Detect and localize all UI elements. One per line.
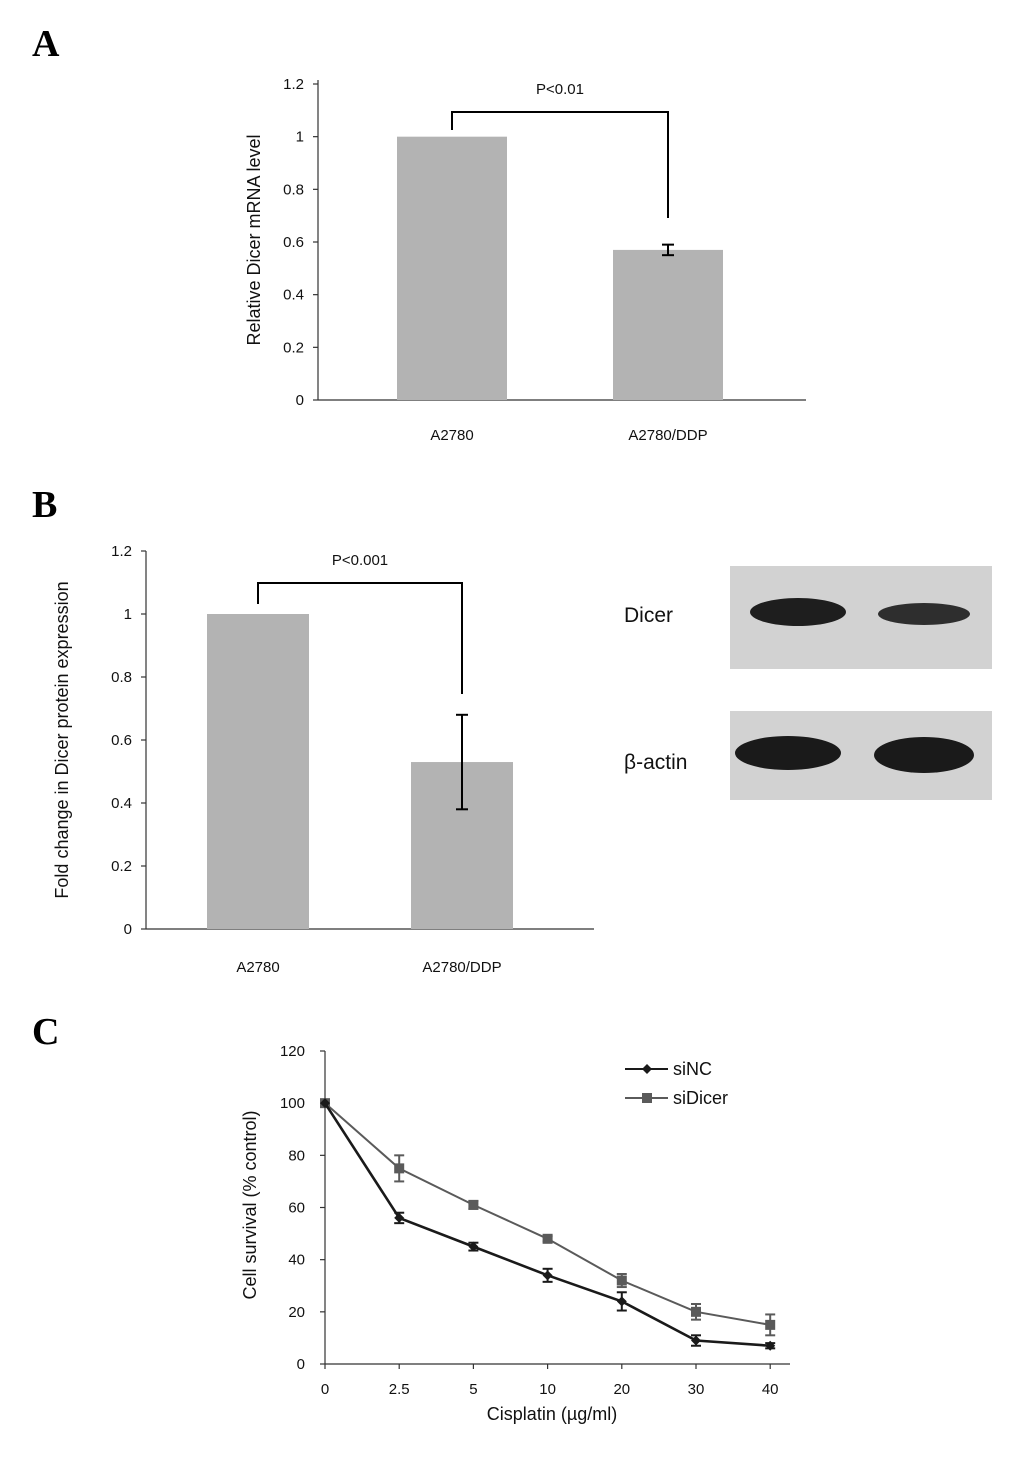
y-tick-label: 0 <box>296 392 304 409</box>
y-tick-label: 0.4 <box>111 795 132 812</box>
bar <box>397 136 507 400</box>
y-tick-label: 0.2 <box>283 339 304 356</box>
y-tick-label: 1 <box>124 606 132 623</box>
data-point-square <box>394 1163 405 1174</box>
data-point-diamond <box>320 1098 330 1109</box>
blot-label-actin: β-actin <box>624 751 687 774</box>
y-tick-label: 0.6 <box>283 234 304 251</box>
chart-c-marks: 0 20 40 60 80 100 120 0 2.5 5 10 20 30 40 <box>280 1043 779 1398</box>
x-tick-label: 20 <box>613 1381 630 1398</box>
x-category-label: A2780/DDP <box>422 959 501 976</box>
actin-band-a2780 <box>735 736 841 770</box>
y-tick-label: 20 <box>288 1304 305 1321</box>
y-tick-label: 0.4 <box>283 287 304 304</box>
data-point-square <box>765 1319 776 1330</box>
significance-annotation: P<0.01 <box>536 81 584 98</box>
panel-label-a: A <box>32 23 60 65</box>
x-tick-label: 5 <box>469 1381 477 1398</box>
actin-band-a2780-ddp <box>874 737 974 773</box>
chart-c-x-label: Cisplatin (µg/ml) <box>487 1404 617 1424</box>
panel-label-b: B <box>32 484 58 526</box>
significance-bracket <box>451 111 669 218</box>
bar <box>207 614 309 929</box>
series-line <box>323 1102 771 1348</box>
chart-a-y-label: Relative Dicer mRNA level <box>244 134 264 345</box>
significance-annotation: P<0.001 <box>332 552 388 569</box>
panel-label-c: C <box>32 1011 60 1053</box>
x-category-label: A2780 <box>430 427 473 444</box>
data-point-diamond <box>542 1270 553 1281</box>
x-tick-label: 0 <box>321 1381 329 1398</box>
significance-bracket <box>257 582 463 694</box>
data-point-diamond <box>765 1340 776 1351</box>
data-point-diamond <box>691 1335 701 1346</box>
data-point-diamond <box>394 1212 405 1223</box>
data-point-diamond <box>468 1241 479 1252</box>
y-tick-label: 0.2 <box>111 858 132 875</box>
chart-c-survival: 0 20 40 60 80 100 120 0 2.5 5 10 20 30 40 siNC siDicer… <box>240 1043 790 1424</box>
x-category-label: A2780 <box>236 959 279 976</box>
x-tick-label: 10 <box>539 1381 556 1398</box>
y-tick-label: 100 <box>280 1095 305 1112</box>
y-tick-label: 80 <box>288 1147 305 1164</box>
chart-c-legend: siNC siDicer <box>625 1059 728 1108</box>
chart-a-marks: 0 0.2 0.4 0.6 0.8 1 1.2 A2780 A2780/DDP P<0.01 <box>283 76 723 444</box>
y-tick-label: 60 <box>288 1200 305 1217</box>
bar <box>613 249 723 400</box>
data-point-diamond <box>642 1064 652 1074</box>
chart-a-axes <box>317 80 806 401</box>
x-tick-label: 40 <box>762 1381 779 1398</box>
chart-b-y-label: Fold change in Dicer protein expression <box>52 581 72 898</box>
x-tick-label: 30 <box>688 1381 705 1398</box>
data-point-square <box>468 1199 479 1210</box>
dicer-band-a2780-ddp <box>878 603 970 625</box>
y-tick-label: 0 <box>124 921 132 938</box>
y-tick-label: 0.8 <box>111 669 132 686</box>
y-tick-label: 0 <box>297 1356 305 1373</box>
dicer-band-a2780 <box>750 598 846 626</box>
data-point-square <box>642 1093 652 1103</box>
data-point-square <box>616 1275 627 1286</box>
x-tick-label: 2.5 <box>389 1381 410 1398</box>
y-tick-label: 1.2 <box>111 543 132 560</box>
y-tick-label: 0.6 <box>111 732 132 749</box>
y-tick-label: 40 <box>288 1252 305 1269</box>
x-category-label: A2780/DDP <box>628 427 707 444</box>
y-tick-label: 120 <box>280 1043 305 1060</box>
y-tick-label: 1.2 <box>283 76 304 93</box>
y-tick-label: 0.8 <box>283 181 304 198</box>
chart-c-y-label: Cell survival (% control) <box>240 1110 260 1299</box>
data-point-square <box>691 1306 701 1317</box>
western-blot: Dicer β-actin <box>624 566 992 800</box>
legend-label: siNC <box>673 1059 712 1079</box>
chart-a-mrna: 0 0.2 0.4 0.6 0.8 1 1.2 A2780 A2780/DDP P<0.01 Re… <box>244 76 806 444</box>
legend-label: siDicer <box>673 1088 728 1108</box>
data-point-square <box>542 1233 553 1244</box>
series-line <box>324 1102 771 1326</box>
chart-b-marks: 0 0.2 0.4 0.6 0.8 1 1.2 A2780 A2780/DDP P<0.001 <box>111 543 513 976</box>
chart-b-protein: 0 0.2 0.4 0.6 0.8 1 1.2 A2780 A2780/DDP P<0.001 F… <box>52 543 594 976</box>
blot-label-dicer: Dicer <box>624 604 673 627</box>
y-tick-label: 1 <box>296 129 304 146</box>
data-point-diamond <box>616 1296 627 1307</box>
